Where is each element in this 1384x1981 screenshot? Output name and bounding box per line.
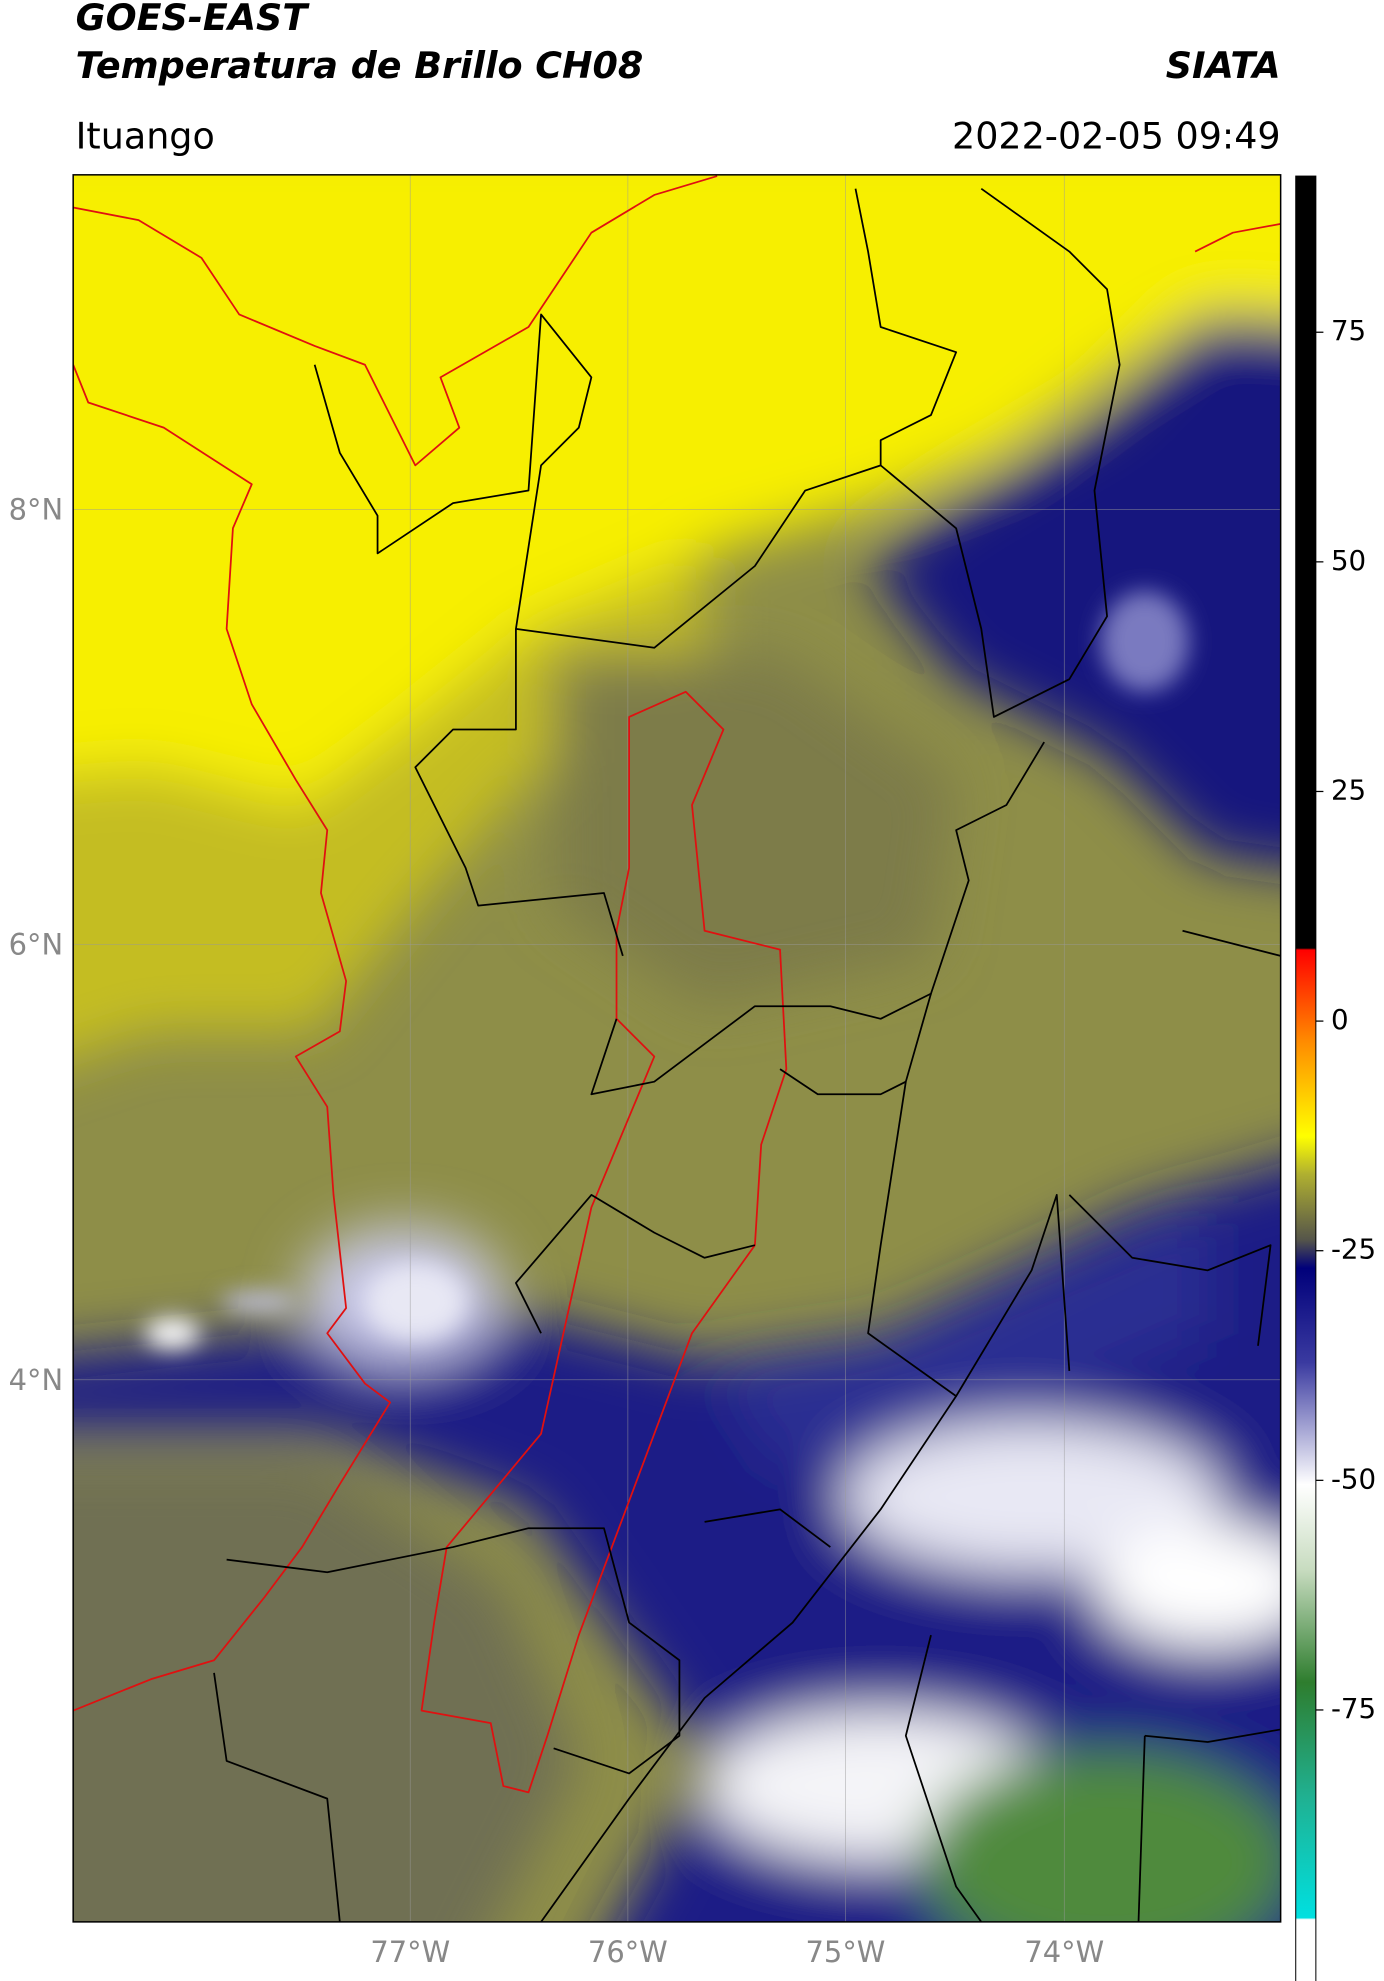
- title: GOES-EAST: [76, 0, 311, 39]
- colorbar-tick-label: 0: [1331, 1003, 1349, 1036]
- colorbar-tick-label: 50: [1331, 544, 1366, 577]
- map-frame: [72, 174, 1282, 1923]
- subtitle: Temperatura de Brillo CH08: [76, 44, 644, 87]
- satellite-image: [73, 174, 1281, 1922]
- colorbar-tick-label: -75: [1331, 1692, 1376, 1725]
- datetime: 2022-02-05 09:49: [952, 114, 1281, 157]
- lon-label: 74°W: [1024, 1935, 1104, 1969]
- axis-labels: 8°N 6°N 4°N 77°W 76°W 75°W 74°W: [9, 492, 1105, 1969]
- lon-label: 76°W: [588, 1935, 668, 1969]
- grid: [73, 174, 1281, 1922]
- lon-label: 77°W: [370, 1935, 450, 1969]
- lat-label: 6°N: [9, 928, 63, 962]
- location: Ituango: [76, 114, 215, 157]
- agency: SIATA: [1166, 44, 1281, 87]
- lat-label: 8°N: [9, 492, 63, 526]
- colorbar-tick-label: 75: [1331, 314, 1366, 347]
- boundaries: [73, 175, 1281, 1922]
- colorbar-tick-label: 25: [1331, 773, 1366, 806]
- colorbar-tick-label: -25: [1331, 1233, 1376, 1266]
- lon-label: 75°W: [806, 1935, 886, 1969]
- colorbar-tick-label: -50: [1331, 1462, 1376, 1495]
- lat-label: 4°N: [9, 1363, 63, 1397]
- colorbar: [1295, 175, 1317, 1981]
